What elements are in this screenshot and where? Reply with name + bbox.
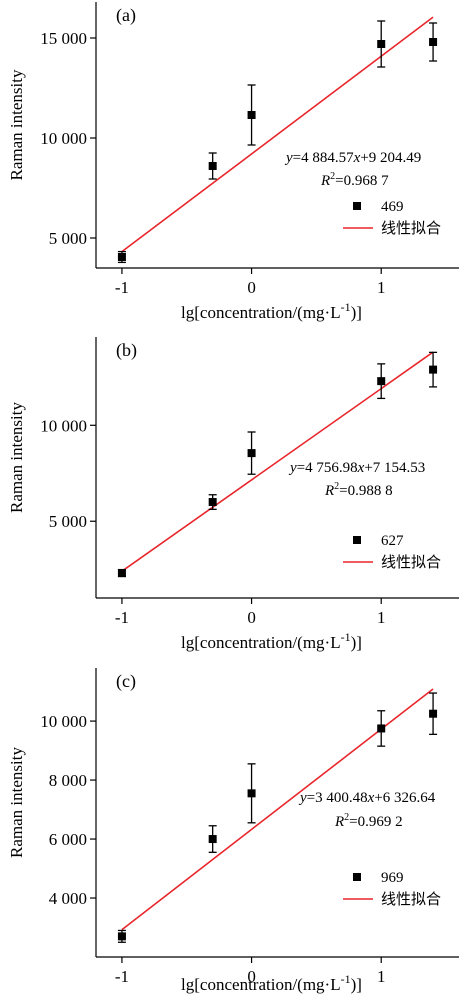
x-axis-title: lg[concentration/(mg·L-1)] xyxy=(181,300,362,322)
panel-label: (c) xyxy=(116,671,136,692)
data-point xyxy=(117,569,126,578)
y-axis-title: Raman intensity xyxy=(7,747,26,858)
y-axis-title: Raman intensity xyxy=(7,69,26,180)
data-point xyxy=(208,835,217,844)
legend-marker xyxy=(353,536,361,544)
y-tick-label: 15 000 xyxy=(40,29,87,48)
data-point xyxy=(208,162,217,170)
chart-panel-2: 5 000 10 000 -1 0 1 Raman intensity lg[concent… xyxy=(7,337,459,652)
data-point xyxy=(117,253,126,261)
data-point xyxy=(247,111,256,119)
x-tick-label: -1 xyxy=(115,967,129,986)
x-tick-label: -1 xyxy=(115,608,129,627)
data-point xyxy=(247,789,256,798)
data-point xyxy=(377,40,386,48)
y-axis-title: Raman intensity xyxy=(7,402,26,513)
x-tick-label: 1 xyxy=(377,278,386,297)
r-squared: R2=0.969 2 xyxy=(334,812,403,830)
x-tick-label: 1 xyxy=(377,608,386,627)
data-point xyxy=(377,377,386,386)
legend-marker xyxy=(353,873,361,881)
x-axis-title: lg[concentration/(mg·L-1)] xyxy=(181,630,362,652)
fit-equation: y=3 400.48x+6 326.64 xyxy=(298,790,436,806)
legend-series-label: 969 xyxy=(381,870,404,886)
data-point xyxy=(429,709,438,718)
y-tick-label: 8 000 xyxy=(49,771,87,790)
fit-line xyxy=(121,16,434,253)
fit-equation: y=4 884.57x+9 204.49 xyxy=(284,150,421,166)
x-tick-label: 0 xyxy=(247,967,256,986)
panel-label: (b) xyxy=(116,340,137,361)
data-point xyxy=(247,449,256,458)
data-point xyxy=(208,498,217,507)
legend-fit-label: 线性拟合 xyxy=(381,554,441,571)
data-point xyxy=(429,38,438,46)
y-tick-label: 5 000 xyxy=(49,512,87,531)
x-tick-label: -1 xyxy=(115,278,129,297)
data-point xyxy=(429,365,438,374)
y-tick-label: 5 000 xyxy=(49,229,87,248)
legend-series-label: 627 xyxy=(381,533,404,549)
r-squared: R2=0.988 8 xyxy=(324,481,393,499)
data-point xyxy=(377,724,386,733)
y-tick-label: 4 000 xyxy=(49,889,87,908)
legend-series-label: 469 xyxy=(381,199,404,215)
chart-panel-1: 5 000 10 000 15 000 -1 0 1 Raman intensity lg[c… xyxy=(7,2,459,322)
data-point xyxy=(117,932,126,941)
legend-fit-label: 线性拟合 xyxy=(381,891,441,908)
y-tick-label: 6 000 xyxy=(49,830,87,849)
fit-equation: y=4 756.98x+7 154.53 xyxy=(288,460,425,476)
chart-panel-3: 4 000 6 000 8 000 10 000 -1 0 1 Raman intensity… xyxy=(7,668,459,994)
r-squared: R2=0.968 7 xyxy=(320,171,389,189)
y-tick-label: 10 000 xyxy=(40,712,87,731)
y-tick-label: 10 000 xyxy=(40,129,87,148)
x-tick-label: 0 xyxy=(247,608,256,627)
x-tick-label: 1 xyxy=(377,967,386,986)
legend-fit-label: 线性拟合 xyxy=(381,220,441,237)
legend-marker xyxy=(353,202,361,210)
x-tick-label: 0 xyxy=(247,278,256,297)
panel-label: (a) xyxy=(116,5,136,26)
x-axis-title: lg[concentration/(mg·L-1)] xyxy=(181,972,362,994)
y-tick-label: 10 000 xyxy=(40,416,87,435)
